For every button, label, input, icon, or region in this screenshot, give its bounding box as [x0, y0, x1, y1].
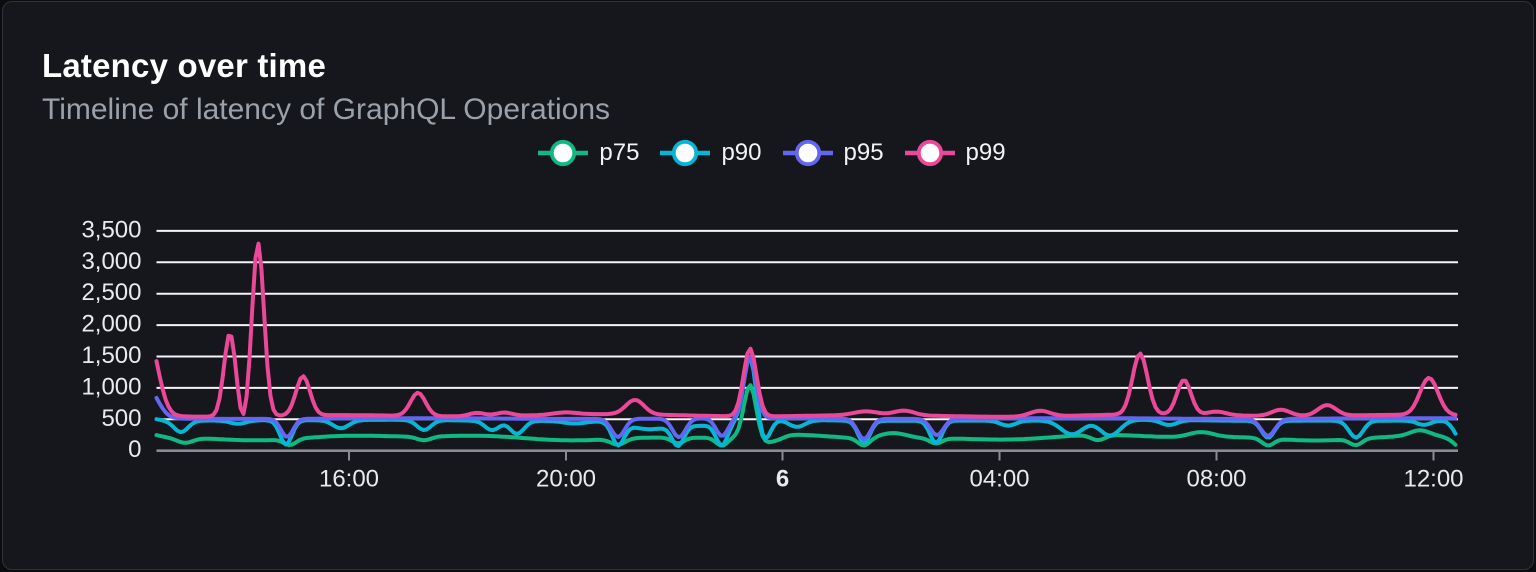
svg-text:6: 6 [776, 466, 789, 493]
svg-text:04:00: 04:00 [969, 466, 1029, 493]
svg-text:3,000: 3,000 [81, 248, 141, 275]
svg-text:1,000: 1,000 [81, 373, 141, 400]
svg-text:1,500: 1,500 [81, 342, 141, 369]
svg-text:08:00: 08:00 [1186, 466, 1246, 493]
svg-text:16:00: 16:00 [319, 466, 379, 493]
svg-text:500: 500 [101, 405, 141, 432]
svg-text:12:00: 12:00 [1403, 466, 1463, 493]
svg-text:2,500: 2,500 [81, 279, 141, 306]
svg-text:20:00: 20:00 [536, 466, 596, 493]
svg-text:0: 0 [128, 436, 141, 463]
svg-text:2,000: 2,000 [81, 311, 141, 338]
svg-text:3,500: 3,500 [81, 216, 141, 243]
